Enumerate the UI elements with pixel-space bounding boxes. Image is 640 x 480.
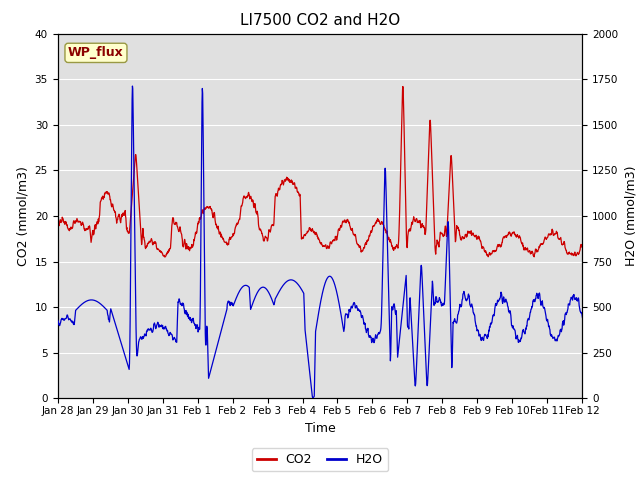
Text: WP_flux: WP_flux (68, 47, 124, 60)
Y-axis label: H2O (mmol/m3): H2O (mmol/m3) (624, 166, 637, 266)
Y-axis label: CO2 (mmol/m3): CO2 (mmol/m3) (16, 166, 29, 266)
Legend: CO2, H2O: CO2, H2O (252, 448, 388, 471)
X-axis label: Time: Time (305, 421, 335, 434)
Title: LI7500 CO2 and H2O: LI7500 CO2 and H2O (240, 13, 400, 28)
